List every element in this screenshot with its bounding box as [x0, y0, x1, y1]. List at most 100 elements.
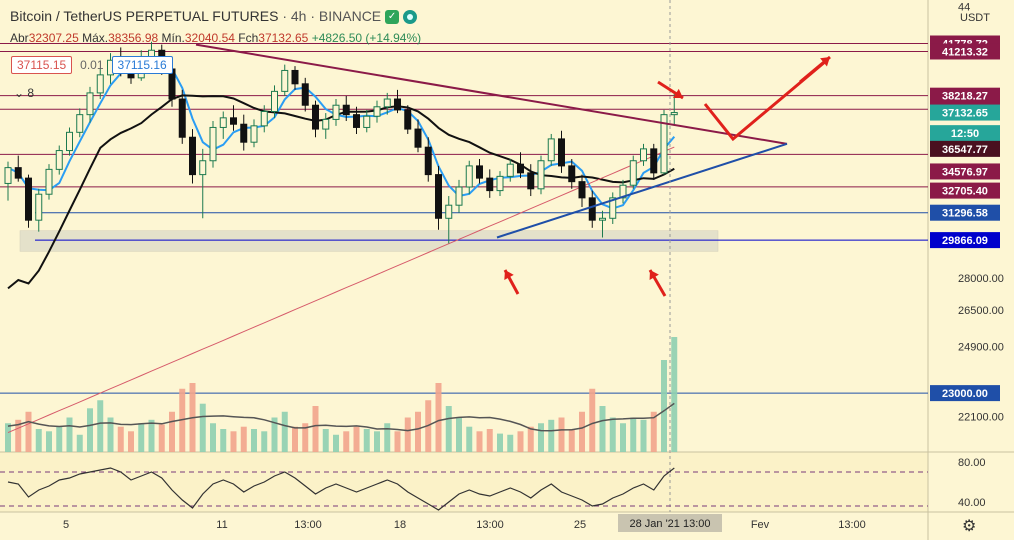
volume-bar-7: [76, 434, 83, 452]
candle-body-8: [86, 92, 94, 116]
volume-bar-34: [353, 426, 360, 452]
volume-bar-35: [363, 429, 370, 452]
candle-body-5: [55, 150, 63, 170]
price-tag-bg-7: [930, 163, 1000, 180]
volume-bar-23: [240, 426, 247, 452]
price-tick-label-1: 28000.00: [958, 273, 1004, 285]
volume-bar-26: [271, 417, 278, 452]
candle-body-31: [322, 118, 330, 130]
candle-body-4: [45, 168, 53, 195]
price-tag-bg-5: [930, 125, 1000, 142]
header-sep-2: ·: [310, 8, 319, 24]
candle-body-28: [291, 69, 299, 85]
candle-body-24: [250, 125, 258, 143]
candle-body-27: [281, 69, 289, 92]
settings-icon[interactable]: ⚙: [962, 518, 977, 535]
candle-body-43: [445, 204, 453, 219]
price-tick-label-2: 26500.00: [958, 305, 1004, 317]
currency-label: USDT: [960, 12, 990, 24]
time-tick-5: 25: [574, 519, 586, 531]
exchange-label: BINANCE: [318, 8, 382, 24]
candle-body-56: [578, 181, 586, 199]
volume-bar-54: [558, 417, 565, 452]
candle-body-23: [240, 123, 248, 143]
price-tag-5: 12:50: [951, 128, 979, 140]
price-tag-bg-10: [930, 232, 1000, 249]
candle-body-59: [609, 197, 617, 219]
sell-button[interactable]: 37115.15: [11, 56, 73, 74]
sma-slow-line: [7, 94, 675, 290]
interval-label[interactable]: 4h: [290, 8, 307, 24]
candle-body-53: [547, 138, 555, 162]
indicators-toggle[interactable]: ⌄ 8: [14, 86, 34, 100]
volume-bar-15: [158, 424, 165, 452]
candle-body-49: [506, 163, 514, 177]
time-tick-8: 13:00: [838, 519, 866, 531]
candle-body-52: [537, 160, 545, 190]
volume-bar-33: [343, 431, 350, 452]
indicator-count: 8: [27, 86, 35, 100]
time-tick-4: 13:00: [476, 519, 504, 531]
candle-body-7: [76, 114, 84, 133]
candle-body-33: [342, 104, 350, 116]
volume-bar-22: [230, 431, 237, 452]
price-tag-8: 32705.40: [942, 186, 988, 198]
change-value: +4826.50 (+14.94%): [311, 31, 422, 45]
arrow-low-2-head: [649, 270, 659, 280]
volume-bar-60: [620, 423, 626, 452]
candle-body-46: [476, 165, 483, 179]
volume-bar-6: [66, 417, 73, 452]
volume-bar-24: [251, 429, 257, 452]
volume-bar-44: [456, 417, 462, 452]
candle-body-20: [209, 126, 217, 162]
volume-bar-51: [527, 426, 534, 452]
candle-body-18: [189, 136, 196, 176]
candle-body-57: [588, 197, 596, 221]
time-tick-1: 11: [216, 519, 227, 531]
high-label: Máx.: [82, 31, 109, 45]
volume-bar-19: [199, 403, 206, 452]
candle-body-2: [25, 177, 32, 221]
candle-body-22: [230, 117, 237, 125]
price-tag-bg-8: [930, 182, 1000, 199]
volume-bar-52: [538, 423, 544, 452]
candle-body-51: [527, 172, 535, 190]
volume-bar-64: [661, 360, 667, 452]
market-open-icon: ✓: [385, 10, 400, 25]
low-value: 32040.54: [184, 31, 235, 45]
candle-body-35: [363, 115, 371, 128]
candle-body-9: [96, 74, 104, 94]
volume-bar-12: [128, 431, 134, 452]
volume-bar-59: [609, 417, 616, 452]
close-label: Fch: [238, 31, 259, 45]
candle-body-34: [353, 114, 360, 128]
ohlc-legend: Abr32307.25 Máx.38356.98 Mín.32040.54 Fc…: [10, 31, 421, 45]
time-tick-3: 18: [394, 519, 406, 531]
volume-bar-8: [87, 408, 93, 452]
volume-bar-58: [599, 406, 606, 452]
symbol-title[interactable]: Bitcoin / TetherUS PERPETUAL FUTURES: [10, 8, 279, 24]
price-tag-2: 38218.27: [942, 91, 988, 103]
candle-body-45: [465, 165, 473, 188]
projection-path: [703, 59, 827, 142]
volume-bar-25: [261, 431, 268, 452]
candle-body-21: [219, 117, 227, 128]
price-tag-11: 23000.00: [942, 388, 988, 400]
close-value: 37132.65: [258, 31, 309, 45]
rsi-tick-1: 40.00: [958, 497, 986, 509]
time-tick-7: Fev: [751, 519, 770, 531]
price-tag-bg-6: [930, 140, 1000, 157]
candle-body-25: [260, 110, 268, 127]
buy-button[interactable]: 37115.16: [111, 56, 173, 74]
volume-bar-45: [466, 426, 473, 452]
volume-bar-3: [35, 429, 42, 452]
candle-body-3: [35, 193, 43, 221]
price-tag-bg-4: [930, 104, 1000, 121]
rsi-pane-background: [0, 452, 928, 512]
volume-bar-21: [220, 429, 227, 452]
volume-bar-65: [671, 337, 678, 452]
candle-body-48: [496, 175, 504, 192]
chart-header: Bitcoin / TetherUS PERPETUAL FUTURES · 4…: [10, 8, 417, 25]
candle-body-42: [435, 174, 442, 219]
